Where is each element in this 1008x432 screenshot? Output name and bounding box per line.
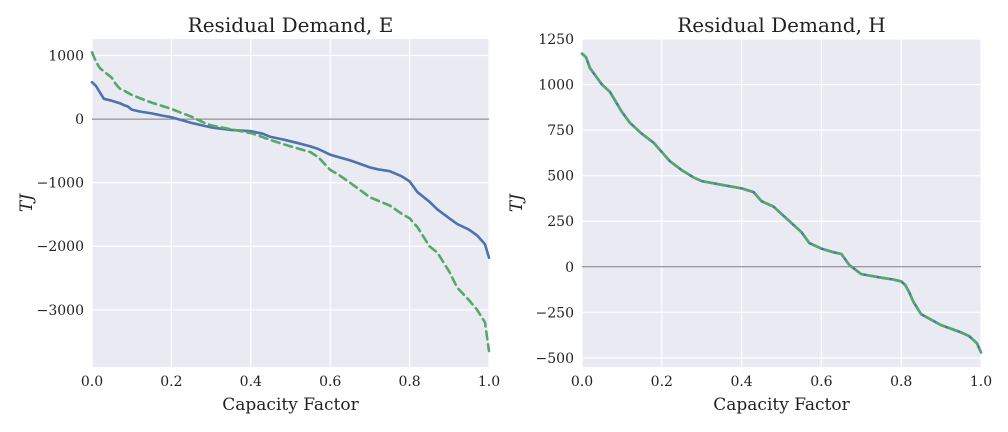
x-tick-label: 0.0 <box>571 374 593 390</box>
y-tick-label: −1000 <box>37 176 84 192</box>
x-axis-label: Capacity Factor <box>713 395 850 415</box>
chart-panel-residual-demand-e: 0.0 0.2 0.4 0.6 0.8 1.0 1000 0 −1000 −2000 −3000 R… <box>17 13 500 415</box>
y-tick-label: 0 <box>565 260 574 276</box>
y-axis-label: TJ <box>507 193 527 212</box>
x-tick-label: 1.0 <box>970 374 992 390</box>
x-tick-label: 0.4 <box>730 374 752 390</box>
y-tick-label: 1000 <box>48 49 84 65</box>
series-line-1 <box>90 80 491 259</box>
y-tick-label: 1000 <box>538 78 574 94</box>
y-tick-label: 1250 <box>538 32 574 48</box>
tick-labels: 0.0 0.2 0.4 0.6 0.8 1.0 1250 1000 750 500 250 0 −250… <box>536 32 993 390</box>
y-tick-label: 500 <box>547 169 574 185</box>
series-group <box>90 51 491 353</box>
y-axis-label: TJ <box>17 193 37 212</box>
chart-panel-residual-demand-h: 0.0 0.2 0.4 0.6 0.8 1.0 1250 1000 750 500 250 0 −250… <box>507 13 992 415</box>
series-group <box>580 52 983 354</box>
x-tick-label: 0.8 <box>890 374 912 390</box>
y-tick-label: 0 <box>75 112 84 128</box>
chart-title: Residual Demand, E <box>188 13 394 37</box>
series-line-2 <box>90 51 491 353</box>
x-tick-label: 1.0 <box>478 374 500 390</box>
chart-title: Residual Demand, H <box>677 13 886 37</box>
y-tick-label: −3000 <box>37 303 84 319</box>
plot-area <box>92 39 489 367</box>
y-tick-label: −2000 <box>37 239 84 255</box>
x-tick-label: 0.8 <box>398 374 420 390</box>
tick-labels: 0.0 0.2 0.4 0.6 0.8 1.0 1000 0 −1000 −2000 −3000 <box>37 49 500 390</box>
x-axis-label: Capacity Factor <box>222 395 359 415</box>
y-tick-label: 250 <box>547 214 574 230</box>
y-tick-label: −500 <box>536 351 574 367</box>
x-tick-label: 0.0 <box>81 374 103 390</box>
plot-area <box>582 39 981 367</box>
x-tick-label: 0.6 <box>319 374 341 390</box>
series-line-2 <box>580 52 983 354</box>
x-tick-label: 0.4 <box>240 374 262 390</box>
x-tick-label: 0.6 <box>810 374 832 390</box>
y-tick-label: 750 <box>547 123 574 139</box>
x-tick-label: 0.2 <box>160 374 182 390</box>
x-tick-label: 0.2 <box>651 374 673 390</box>
y-tick-label: −250 <box>536 305 574 321</box>
